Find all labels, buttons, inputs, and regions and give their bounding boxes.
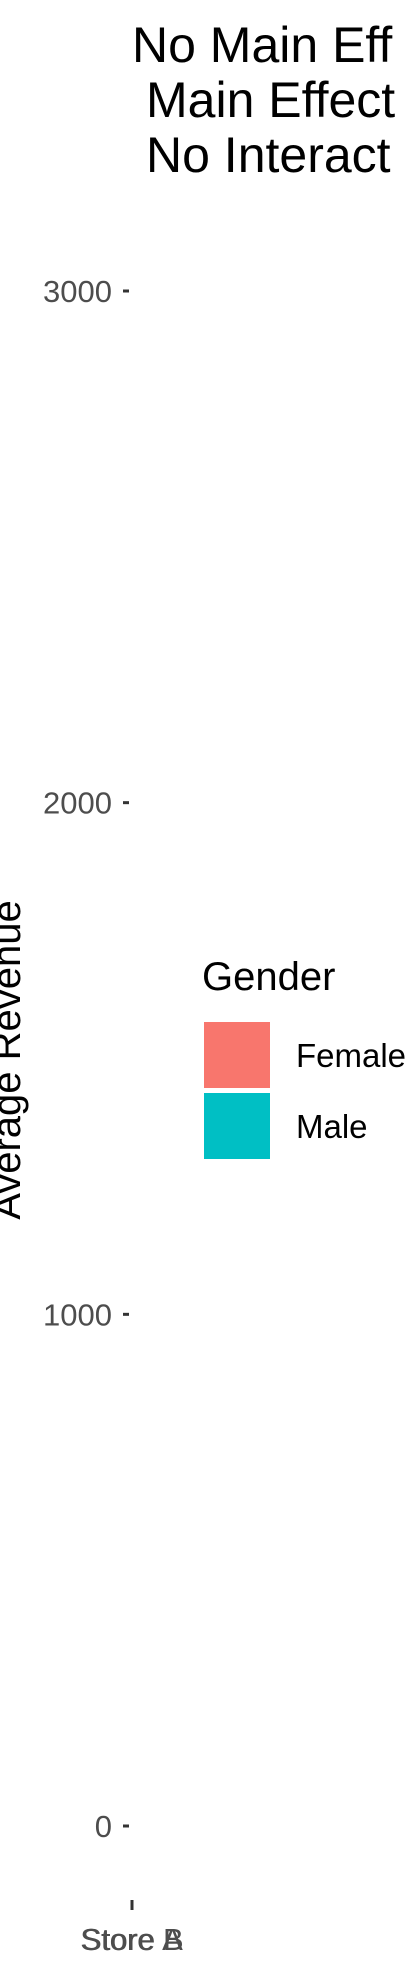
- y-tick-label: 3000: [43, 274, 112, 309]
- y-axis-title: Average Revenue: [0, 900, 29, 1220]
- legend-swatch-male: [204, 1093, 270, 1159]
- y-tick-label: 0: [95, 1809, 112, 1844]
- y-tick-label: 1000: [43, 1297, 112, 1332]
- chart-title: No Main Eff Main Effect No Interact: [132, 17, 395, 183]
- legend: Gender Female Male: [202, 955, 406, 1159]
- y-axis: 0 1000 2000 3000: [43, 274, 129, 1844]
- chart-title-line-2: Main Effect: [146, 72, 395, 128]
- legend-label-female: Female: [296, 1037, 406, 1074]
- legend-swatch-female: [204, 1022, 270, 1088]
- y-tick-label: 2000: [43, 786, 112, 821]
- chart-title-line-1: No Main Eff: [132, 17, 392, 73]
- legend-label-male: Male: [296, 1108, 368, 1145]
- legend-title: Gender: [202, 955, 335, 999]
- chart-title-line-3: No Interact: [146, 127, 391, 183]
- x-tick-label: Store B: [80, 1922, 183, 1957]
- x-tick-label: Store A: [81, 1922, 183, 1957]
